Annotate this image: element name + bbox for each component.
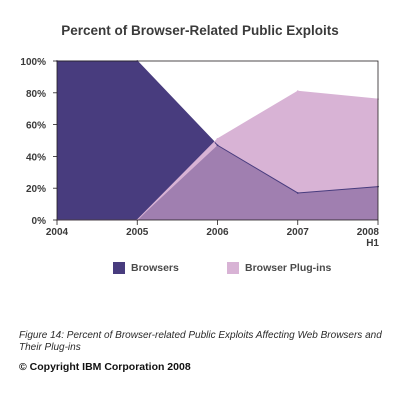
y-tick-label: 100%: [20, 57, 46, 68]
copyright-notice: © Copyright IBM Corporation 2008: [19, 361, 191, 373]
area-overlap: [57, 145, 378, 220]
y-tick-label: 40%: [26, 152, 46, 163]
area-browsers: [57, 61, 378, 220]
data-point-browser-plug-ins: [216, 138, 219, 140]
legend-label-browser-plug-ins: Browser Plug-ins: [245, 262, 332, 274]
x-tick-label: 2008 H1: [357, 227, 380, 249]
data-point-browsers: [296, 192, 299, 194]
y-tick-label: 80%: [26, 89, 46, 100]
x-tick-label: 2006: [206, 227, 229, 238]
x-tick-label: 2007: [287, 227, 310, 238]
x-tick-label: 2005: [126, 227, 149, 238]
figure-caption: Figure 14: Percent of Browser-related Pu…: [19, 330, 382, 353]
legend-label-browsers: Browsers: [131, 262, 179, 274]
x-tick-label: 2004: [46, 227, 69, 238]
legend-swatch-browser-plug-ins: [227, 262, 239, 274]
chart-title: Percent of Browser-Related Public Exploi…: [61, 23, 339, 38]
data-point-browser-plug-ins: [296, 90, 299, 93]
data-point-browsers: [216, 144, 219, 147]
legend-swatch-browsers: [113, 262, 125, 274]
y-tick-label: 0%: [32, 216, 47, 227]
legend-item-browsers: Browsers: [113, 261, 179, 275]
legend-item-browser-plug-ins: Browser Plug-ins: [227, 261, 331, 275]
y-tick-label: 60%: [26, 121, 46, 132]
y-tick-label: 20%: [26, 184, 46, 195]
